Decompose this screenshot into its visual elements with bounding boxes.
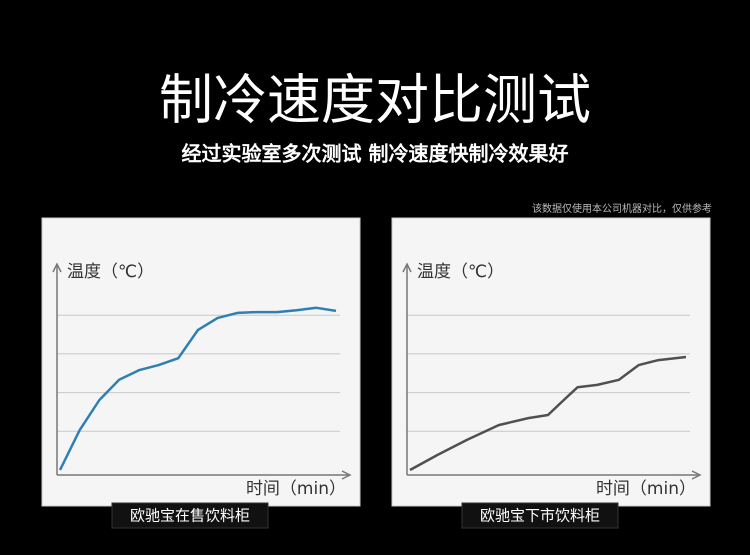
panel	[41, 217, 361, 507]
panel	[391, 217, 711, 507]
line	[58, 306, 337, 471]
y-axis-label: 温度（℃）	[417, 262, 504, 282]
line	[409, 355, 687, 472]
y-axis-arrow	[402, 262, 412, 273]
note: 该数据仅使用本公司机器对比，仅供参考	[532, 202, 712, 215]
x-axis-arrow	[691, 470, 702, 480]
caption: 欧驰宝下市饮料柜	[480, 507, 600, 525]
x-axis-label: 时间（min）	[246, 479, 346, 499]
caption-box	[111, 502, 269, 529]
y-axis-arrow	[52, 262, 62, 273]
caption: 欧驰宝在售饮料柜	[130, 507, 250, 525]
subtitle: 经过实验室多次测试 制冷速度快制冷效果好	[182, 142, 569, 166]
title: 制冷速度对比测试	[159, 69, 591, 132]
y-axis-label: 温度（℃）	[67, 262, 154, 282]
x-axis-label: 时间（min）	[596, 479, 696, 499]
caption-box	[461, 502, 619, 529]
x-axis-arrow	[341, 470, 352, 480]
